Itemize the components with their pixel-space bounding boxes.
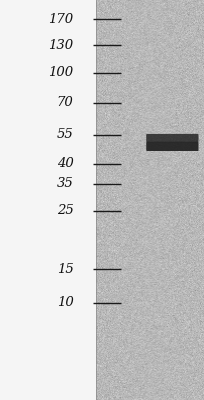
Text: 10: 10 — [57, 296, 73, 309]
Text: 25: 25 — [57, 204, 73, 217]
Text: 55: 55 — [57, 128, 73, 141]
Text: 35: 35 — [57, 177, 73, 190]
Text: 40: 40 — [57, 157, 73, 170]
Text: 130: 130 — [48, 39, 73, 52]
FancyBboxPatch shape — [146, 142, 198, 151]
Text: 70: 70 — [57, 96, 73, 109]
Text: 15: 15 — [57, 263, 73, 276]
Text: 100: 100 — [48, 66, 73, 79]
FancyBboxPatch shape — [146, 134, 198, 142]
FancyBboxPatch shape — [0, 0, 96, 400]
Text: 170: 170 — [48, 13, 73, 26]
